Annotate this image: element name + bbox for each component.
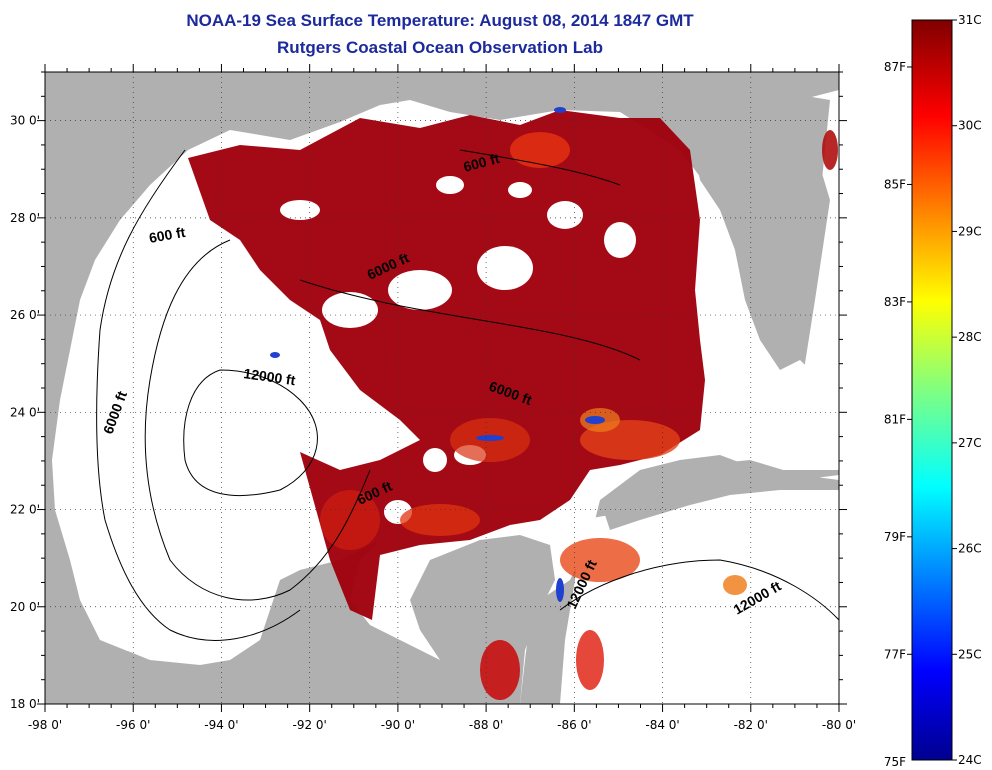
colorbar-celsius-label: 28C (958, 330, 982, 344)
colorbar-fahrenheit-label: 83F (884, 295, 906, 309)
lon-tick-label: -98 0' (28, 718, 62, 732)
colorbar-fahrenheit-label: 87F (884, 60, 906, 74)
lon-tick-label: -88 0' (469, 718, 503, 732)
lon-tick-label: -82 0' (734, 718, 768, 732)
colorbar-celsius-label: 26C (958, 542, 982, 556)
contour-6000ft-east (299, 279, 641, 361)
lon-tick-label: -90 0' (381, 718, 415, 732)
colorbar-celsius-label: 25C (958, 647, 982, 661)
colorbar-celsius-label: 31C (958, 13, 982, 27)
cuba-land (600, 460, 839, 530)
sst-cool-specks (270, 107, 605, 602)
contour-600ft-north (459, 149, 621, 186)
lat-tick-label: 24 0' (10, 405, 40, 419)
lat-tick-label: 22 0' (10, 503, 40, 517)
lat-tick-label: 20 0' (10, 600, 40, 614)
axis-labels: -98 0' -96 0' -94 0' -92 0' -90 0' -88 0' -86 … (10, 114, 856, 732)
colorbar-celsius-label: 30C (958, 119, 982, 133)
lon-tick-label: -86 0' (557, 718, 591, 732)
colorbar (911, 19, 953, 761)
colorbar-celsius-label: 27C (958, 436, 982, 450)
colorbar-labels: 31C 30C 29C 28C 27C 26C 25C 24C 87F 85F 83F 81F 79F 7… (884, 13, 982, 769)
caribbean-water (560, 475, 839, 704)
colorbar-celsius-label: 29C (958, 224, 982, 238)
contour-yucatan (559, 559, 839, 621)
lat-tick-label: 18 0' (10, 697, 40, 711)
grid-lines (45, 72, 839, 704)
lat-tick-label: 30 0' (10, 114, 40, 128)
colorbar-fahrenheit-label: 75F (884, 755, 906, 769)
colorbar-fahrenheit-label: 77F (884, 647, 906, 661)
florida-land (690, 90, 830, 370)
lon-tick-label: -92 0' (292, 718, 326, 732)
colorbar-fahrenheit-label: 79F (884, 530, 906, 544)
lon-tick-label: -96 0' (116, 718, 150, 732)
colorbar-fahrenheit-label: 81F (884, 412, 906, 426)
map-plot-area: 600 ft 600 ft 6000 ft 6000 ft 12000 ft 6… (45, 72, 839, 704)
contour-label-600ft-west: 600 ft (148, 224, 187, 246)
contour-6000ft (144, 239, 371, 601)
contour-12000ft (183, 369, 318, 497)
lon-tick-label: -80 0' (822, 718, 856, 732)
bathymetry-contours (96, 149, 839, 641)
lon-tick-label: -84 0' (645, 718, 679, 732)
sst-swath-main (188, 110, 705, 620)
map-title: NOAA-19 Sea Surface Temperature: August … (186, 11, 694, 30)
lat-tick-label: 26 0' (10, 308, 40, 322)
lat-tick-label: 28 0' (10, 211, 40, 225)
colorbar-fahrenheit-label: 85F (884, 177, 906, 191)
sst-orange-patches (320, 130, 838, 700)
contour-label-12000ft-west: 12000 ft (243, 365, 297, 388)
frame-ticks (37, 64, 847, 712)
map-subtitle: Rutgers Coastal Ocean Observation Lab (277, 38, 603, 57)
lon-tick-label: -94 0' (204, 718, 238, 732)
colorbar-celsius-label: 24C (958, 753, 982, 767)
contour-600ft-west (96, 149, 301, 641)
atlantic-water (800, 90, 839, 420)
